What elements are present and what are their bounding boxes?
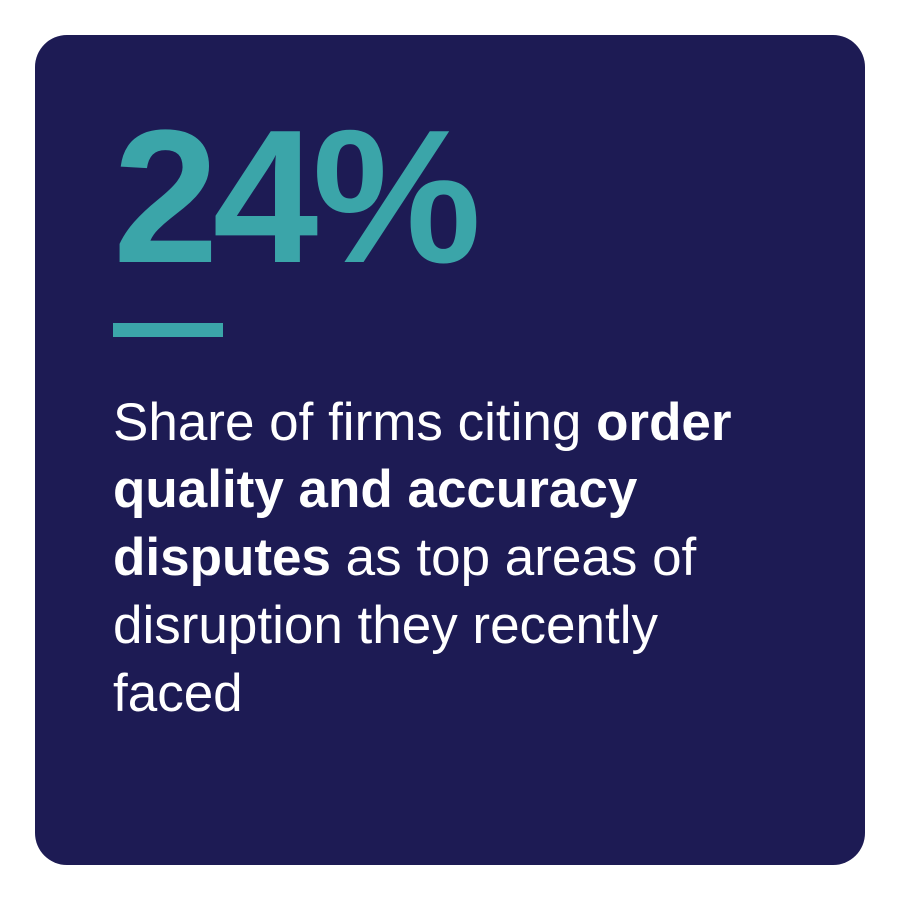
stat-value: 24% [113,117,795,279]
stat-card: 24% Share of firms citing order quality … [35,35,865,865]
accent-divider [113,323,223,337]
stat-description: Share of firms citing order quality and … [113,389,795,728]
description-prefix: Share of firms citing [113,393,596,452]
